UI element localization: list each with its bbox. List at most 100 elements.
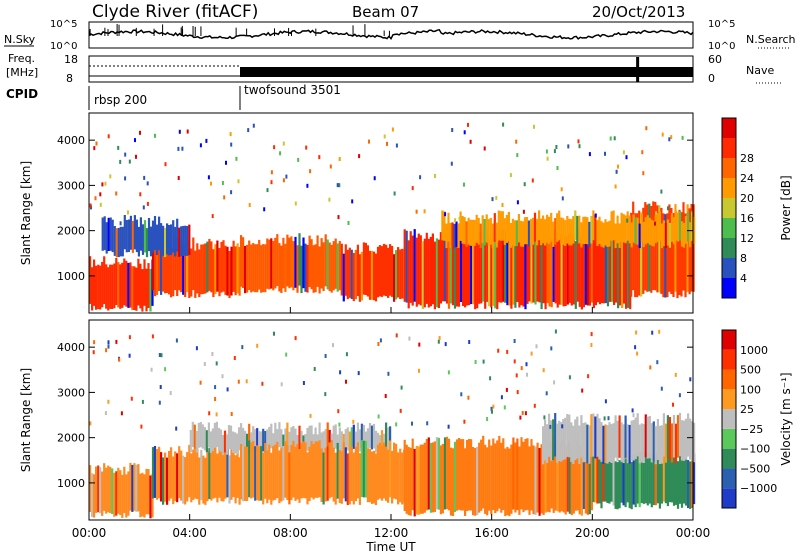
power-echo-cell bbox=[137, 258, 140, 306]
power-sparse-echo bbox=[139, 130, 141, 135]
x-axis-label: Time UT bbox=[365, 540, 416, 554]
velocity-echo-cell bbox=[344, 447, 347, 502]
velocity-echo-cell bbox=[382, 442, 386, 499]
power-sparse-echo bbox=[282, 178, 285, 183]
power-sparse-echo bbox=[89, 203, 92, 208]
velocity-echo-cell bbox=[139, 473, 142, 518]
power-echo-cell bbox=[425, 232, 428, 304]
power-echo-cell bbox=[358, 254, 361, 302]
power-sparse-echo bbox=[613, 136, 616, 141]
power-echo-cell bbox=[147, 218, 151, 252]
power-echo-cell bbox=[322, 242, 325, 291]
velocity-sparse-echo bbox=[460, 392, 463, 397]
velocity-sparse-echo bbox=[545, 391, 548, 396]
velocity-echo-cell bbox=[391, 450, 394, 504]
velocity-echo-cell bbox=[476, 446, 479, 516]
velocity-sparse-echo bbox=[226, 387, 229, 392]
velocity-echo-cell bbox=[254, 446, 257, 501]
power-sparse-echo bbox=[270, 180, 273, 185]
velocity-sparse-echo bbox=[550, 346, 553, 351]
velocity-echo-cell bbox=[393, 442, 396, 499]
power-echo-cell bbox=[626, 211, 629, 241]
velocity-echo-cell bbox=[610, 424, 613, 463]
power-sparse-echo bbox=[104, 181, 107, 186]
velocity-echo-cell bbox=[576, 439, 579, 511]
velocity-sparse-echo bbox=[549, 424, 552, 429]
power-echo-cell bbox=[308, 235, 311, 287]
power-echo-cell bbox=[508, 235, 511, 306]
power-echo-cell bbox=[397, 247, 400, 298]
power-sparse-echo bbox=[386, 141, 388, 146]
velocity-sparse-echo bbox=[151, 334, 154, 339]
power-echo-cell bbox=[160, 245, 163, 295]
velocity-sparse-echo bbox=[377, 342, 380, 346]
velocity-sparse-echo bbox=[474, 360, 477, 364]
velocity-echo-cell bbox=[346, 427, 349, 451]
velocity-echo-cell bbox=[494, 443, 497, 514]
power-echo-cell bbox=[151, 220, 155, 253]
power-sparse-echo bbox=[205, 138, 208, 143]
velocity-echo-cell bbox=[141, 472, 144, 517]
velocity-echo-cell bbox=[660, 425, 663, 464]
velocity-colorbar-cell bbox=[722, 468, 736, 489]
power-echo-cell bbox=[461, 216, 464, 244]
velocity-sparse-echo bbox=[158, 400, 161, 405]
velocity-sparse-echo bbox=[437, 339, 440, 344]
velocity-echo-cell bbox=[640, 451, 643, 503]
power-sparse-echo bbox=[561, 196, 564, 201]
velocity-echo-cell bbox=[666, 415, 669, 458]
power-echo-cell bbox=[314, 244, 317, 293]
velocity-echo-cell bbox=[238, 457, 241, 505]
velocity-echo-cell bbox=[191, 421, 194, 448]
power-echo-cell bbox=[202, 244, 205, 294]
velocity-echo-cell bbox=[636, 413, 639, 457]
power-sparse-echo bbox=[578, 144, 581, 149]
velocity-echo-cell bbox=[622, 424, 625, 464]
velocity-echo-cell bbox=[429, 442, 432, 513]
velocity-echo-cell bbox=[538, 448, 541, 516]
x-tick-label: 08:00 bbox=[273, 526, 308, 540]
velocity-echo-cell bbox=[258, 431, 261, 453]
power-echo-cell bbox=[572, 233, 575, 305]
velocity-sparse-echo bbox=[467, 395, 470, 400]
power-sparse-echo bbox=[516, 200, 519, 205]
power-echo-cell bbox=[443, 228, 447, 302]
velocity-echo-cell bbox=[548, 442, 551, 513]
power-sparse-echo bbox=[415, 209, 418, 214]
velocity-sparse-echo bbox=[542, 368, 545, 373]
velocity-echo-cell bbox=[550, 435, 553, 509]
power-sparse-echo bbox=[143, 175, 146, 180]
velocity-echo-cell bbox=[668, 450, 671, 503]
velocity-echo-cell bbox=[374, 430, 378, 453]
power-echo-cell bbox=[611, 229, 614, 302]
velocity-echo-cell bbox=[558, 442, 561, 513]
velocity-echo-cell bbox=[258, 446, 261, 501]
velocity-echo-cell bbox=[230, 449, 233, 500]
power-echo-cell bbox=[284, 243, 287, 292]
velocity-echo-cell bbox=[598, 452, 601, 504]
velocity-echo-cell bbox=[588, 425, 591, 464]
power-echo-cell bbox=[501, 211, 504, 241]
power-echo-cell bbox=[224, 245, 227, 295]
velocity-sparse-echo bbox=[128, 335, 131, 340]
power-echo-cell bbox=[405, 230, 408, 303]
velocity-echo-cell bbox=[378, 442, 382, 499]
power-echo-cell bbox=[415, 237, 418, 307]
power-echo-cell bbox=[566, 234, 569, 305]
velocity-echo-cell bbox=[526, 438, 529, 510]
power-echo-cell bbox=[246, 244, 249, 293]
velocity-echo-cell bbox=[272, 433, 275, 454]
power-sparse-echo bbox=[483, 146, 486, 151]
power-echo-cell bbox=[518, 238, 521, 308]
power-sparse-echo bbox=[509, 173, 512, 178]
power-sparse-echo bbox=[434, 173, 436, 178]
velocity-echo-cell bbox=[652, 421, 655, 462]
power-sparse-echo bbox=[515, 139, 518, 144]
power-echo-cell bbox=[654, 215, 657, 244]
velocity-echo-cell bbox=[248, 440, 251, 498]
velocity-echo-cell bbox=[650, 458, 653, 508]
power-echo-cell bbox=[210, 241, 213, 293]
power-echo-cell bbox=[646, 204, 649, 292]
power-echo-cell bbox=[534, 233, 537, 305]
velocity-echo-cell bbox=[628, 424, 631, 464]
